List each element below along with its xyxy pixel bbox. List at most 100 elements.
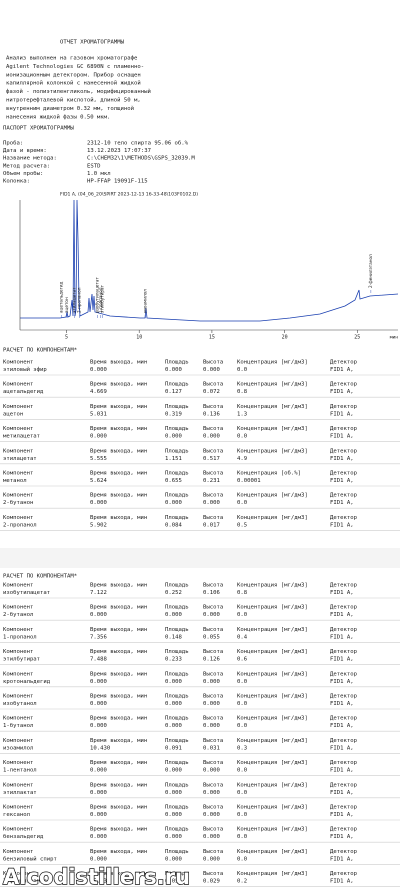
cell: 0.0 [237,679,247,685]
column-header: Компонент [3,649,33,655]
cell: FID1 A, [330,679,354,685]
description-line: ионизационным детектором. Прибор оснащен [6,71,141,78]
column-header: Время выхода, мин [90,716,147,722]
cell: 0.8 [237,590,248,596]
cell: изобутанол [3,700,37,707]
column-header: Детектор [330,471,358,477]
column-header: Детектор [330,493,358,499]
cell: 0.031 [203,745,220,751]
column-header: Концентрация [мг/дм3] [237,827,308,833]
field-value: 2312-10 тело спирта 95.06 об.% [87,140,189,147]
column-header: Концентрация [мг/дм3] [237,515,308,521]
cell: 0.000 [90,790,107,796]
column-header: Высота [203,871,223,877]
cell: гексанол [3,812,30,818]
x-tick-label: 10 [136,335,142,341]
cell: 0.000 [203,679,220,685]
column-header: Детектор [330,805,358,811]
report-title: ОТЧЕТ ХРОМАТОГРАММЫ [60,40,125,46]
column-header: Компонент [3,515,33,521]
cell: 0.000 [165,367,182,373]
column-header: Время выхода, мин [90,583,147,589]
cell: 0.000 [90,612,107,618]
column-header: Детектор [330,627,358,633]
chromatogram-title: FID1 A, (04_06_20\SPIRT 2023-12-13 16-33… [60,192,198,198]
cell: FID1 A, [330,834,354,840]
column-header: Компонент [3,671,33,677]
cell: FID1 A, [330,478,354,484]
cell: 5.555 [90,456,107,462]
cell: FID1 A, [330,812,354,818]
cell: 0.0 [237,768,247,774]
cell: FID1 A, [330,701,354,707]
cell: ацетальдегид [3,389,44,395]
column-header: Концентрация [мг/дм3] [237,360,308,366]
description-line: нанесения жидкой фазы 0.50 мкм. [6,114,110,120]
cell: 0.000 [203,768,220,774]
column-header: Компонент [3,827,33,833]
column-header: Площадь [165,471,189,477]
column-header: Концентрация [мг/дм3] [237,583,308,589]
column-header: Высота [203,605,223,611]
column-header: Площадь [165,382,189,388]
cell: FID1 A, [330,389,354,395]
column-header: Высота [203,627,223,633]
column-header: Площадь [165,671,189,677]
column-header: Площадь [165,827,189,833]
column-header: Концентрация [мг/дм3] [237,671,308,677]
column-header: Детектор [330,716,358,722]
column-header: Высота [203,360,223,366]
column-header: Концентрация [мг/дм3] [237,448,308,454]
column-header: Компонент [3,448,33,454]
column-header: Высота [203,805,223,811]
description-line: Agilent Technologies GC 6890N с пламенно… [6,64,144,70]
cell: 0.000 [165,768,182,774]
cell: этиллактат [3,790,37,796]
column-header: Время выхода, мин [90,827,147,833]
table-title: РАСЧЕТ ПО КОМПОНЕНТАМ* [3,348,77,354]
column-header: Время выхода, мин [90,782,147,788]
column-header: Концентрация [мг/дм3] [237,716,308,722]
x-tick-label: 20 [282,335,288,341]
column-header: Детектор [330,426,358,432]
column-header: Детектор [330,827,358,833]
cell: FID1 A, [330,612,354,618]
column-header: Время выхода, мин [90,805,147,811]
column-header: Концентрация [мг/дм3] [237,649,308,655]
column-header: Концентрация [мг/дм3] [237,871,308,877]
cell: 5.624 [90,478,107,484]
column-header: Детектор [330,404,358,410]
field-label: Название метода: [3,156,57,162]
column-header: Высота [203,493,223,499]
column-header: Компонент [3,694,33,700]
cell: 2-фенилэтанол [3,879,47,885]
cell: 0.127 [165,389,182,395]
column-header: Концентрация [мг/дм3] [237,805,308,811]
cell: FID1 A, [330,634,354,640]
column-header: Высота [203,782,223,788]
cell: 7.356 [90,634,107,640]
column-header: Концентрация [мг/дм3] [237,404,308,410]
cell: 7.488 [90,657,107,663]
cell: 0.000 [165,834,182,840]
column-header: Компонент [3,805,33,811]
cell: FID1 A, [330,745,354,751]
cell: FID1 A, [330,434,354,440]
column-header: Время выхода, мин [90,515,147,521]
column-header: Компонент [3,871,33,877]
cell: 0.0 [237,856,247,862]
cell: 0.000 [90,768,107,774]
cell: FID1 A, [330,522,354,528]
column-header: Высота [203,716,223,722]
column-header: Площадь [165,716,189,722]
cell: 0.106 [203,590,220,596]
cell: FID1 A, [330,790,354,796]
column-header: Концентрация [мг/дм3] [237,760,308,766]
cell: 0.000 [90,723,107,729]
column-header: Высота [203,583,223,589]
field-label: Объем пробы: [3,170,43,177]
cell: 2-бутанол [3,611,33,618]
cell: кротональдегид [3,679,51,685]
cell: ацетон [3,411,23,417]
cell: 0.00001 [237,478,261,484]
